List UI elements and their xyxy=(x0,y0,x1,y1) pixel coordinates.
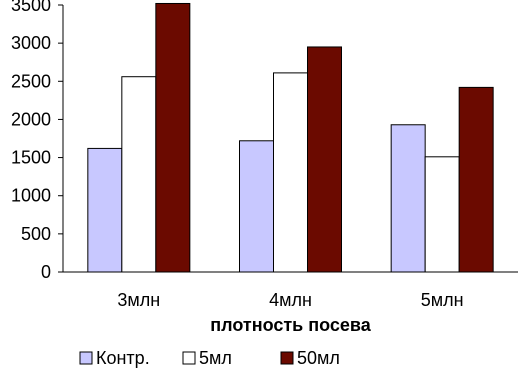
x-category-label: 4млн xyxy=(269,290,312,310)
bar xyxy=(239,140,274,273)
legend-label: 5мл xyxy=(199,348,232,368)
x-category-label: 5млн xyxy=(421,290,464,310)
bar xyxy=(87,147,123,273)
bar xyxy=(458,86,494,273)
legend-swatch xyxy=(280,351,294,365)
y-tick-label: 1500 xyxy=(11,148,51,168)
y-axis-ticks: 0 500 1000 1500 2000 2500 3000 3500 xyxy=(11,0,63,282)
y-tick-label: 3500 xyxy=(11,0,51,15)
bar xyxy=(424,156,460,273)
legend: Контр. 5мл 50мл xyxy=(79,348,340,368)
y-tick-label: 2000 xyxy=(11,109,51,129)
legend-swatch xyxy=(182,351,196,365)
x-axis-title: плотность посева xyxy=(210,315,371,335)
legend-label: Контр. xyxy=(96,348,150,368)
bar xyxy=(307,46,342,273)
legend-swatch xyxy=(79,351,93,365)
bar xyxy=(155,2,191,273)
bar xyxy=(121,76,157,273)
bars xyxy=(87,2,494,273)
y-tick-label: 500 xyxy=(21,224,51,244)
bar xyxy=(390,124,426,273)
legend-label: 50мл xyxy=(297,348,340,368)
y-tick-label: 3000 xyxy=(11,33,51,53)
y-tick-label: 1000 xyxy=(11,186,51,206)
y-tick-label: 2500 xyxy=(11,71,51,91)
bar xyxy=(273,72,308,273)
y-tick-label: 0 xyxy=(41,262,51,282)
x-category-label: 3млн xyxy=(117,290,160,310)
x-axis-category-labels: 3млн 4млн 5млн xyxy=(117,290,463,310)
